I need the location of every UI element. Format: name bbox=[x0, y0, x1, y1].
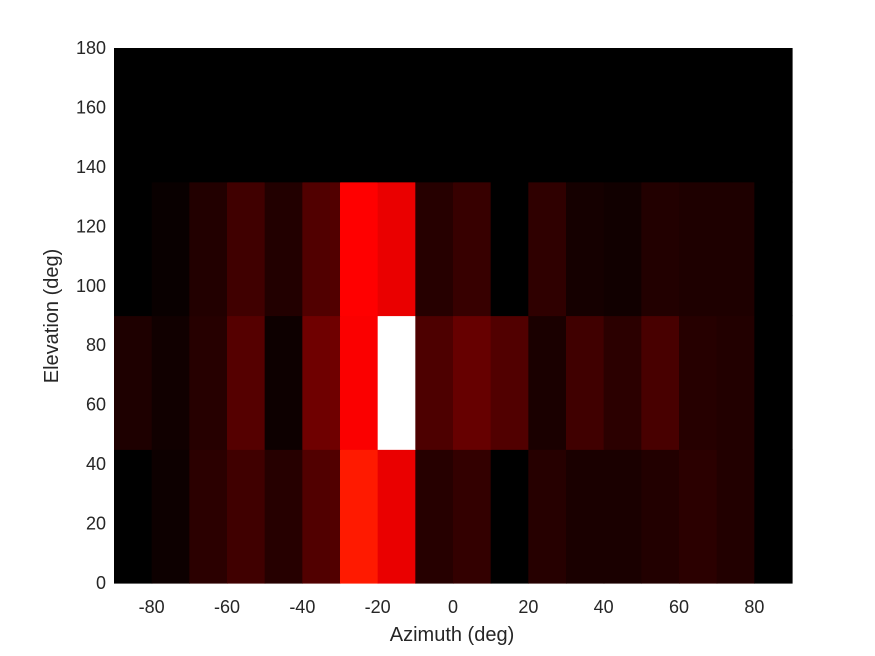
heatmap-cell-r0-c15 bbox=[679, 449, 718, 584]
heatmap-cell-r2-c15 bbox=[679, 181, 718, 317]
x-tick-label: -20 bbox=[365, 597, 391, 617]
heatmap-cells bbox=[114, 48, 793, 584]
heatmap-cell-r1-c7 bbox=[377, 315, 416, 450]
heatmap-cell-r1-c11 bbox=[528, 315, 567, 450]
heatmap-cell-r2-c0 bbox=[114, 181, 153, 317]
heatmap-cell-r1-c12 bbox=[566, 315, 605, 450]
heatmap-cell-r1-c3 bbox=[227, 315, 266, 450]
heatmap-cell-r1-c2 bbox=[189, 315, 228, 450]
heatmap-cell-r2-c8 bbox=[415, 181, 454, 317]
heatmap-cell-r3-c0 bbox=[114, 48, 153, 183]
heatmap-cell-r3-c12 bbox=[566, 48, 605, 183]
heatmap-cell-r2-c2 bbox=[189, 181, 228, 317]
heatmap-cell-r1-c9 bbox=[453, 315, 492, 450]
heatmap-cell-r3-c13 bbox=[603, 48, 642, 183]
y-tick-label: 0 bbox=[96, 573, 106, 593]
heatmap-cell-r3-c10 bbox=[490, 48, 529, 183]
heatmap-cell-r3-c7 bbox=[377, 48, 416, 183]
heatmap-cell-r3-c14 bbox=[641, 48, 680, 183]
y-tick-label: 60 bbox=[86, 395, 106, 415]
heatmap-cell-r2-c11 bbox=[528, 181, 567, 317]
x-tick-label: -40 bbox=[289, 597, 315, 617]
y-tick-label: 160 bbox=[76, 97, 106, 117]
heatmap-cell-r1-c4 bbox=[264, 315, 303, 450]
heatmap-cell-r1-c15 bbox=[679, 315, 718, 450]
heatmap-cell-r0-c2 bbox=[189, 449, 228, 584]
x-tick-label: 60 bbox=[669, 597, 689, 617]
heatmap-cell-r1-c6 bbox=[340, 315, 379, 450]
heatmap-cell-r0-c7 bbox=[377, 449, 416, 584]
heatmap-cell-r2-c4 bbox=[264, 181, 303, 317]
heatmap-cell-r1-c5 bbox=[302, 315, 341, 450]
heatmap-cell-r2-c5 bbox=[302, 181, 341, 317]
y-tick-label: 80 bbox=[86, 335, 106, 355]
heatmap-cell-r3-c15 bbox=[679, 48, 718, 183]
heatmap-cell-r0-c12 bbox=[566, 449, 605, 584]
x-tick-label: -60 bbox=[214, 597, 240, 617]
y-axis-ticks: 0 20 40 60 80 100 120 140 160 180 bbox=[76, 38, 106, 593]
heatmap-cell-r0-c17 bbox=[754, 449, 793, 584]
heatmap-cell-r1-c16 bbox=[716, 315, 755, 450]
x-axis-ticks: -80 -60 -40 -20 0 20 40 60 80 bbox=[139, 597, 765, 617]
heatmap-cell-r1-c10 bbox=[490, 315, 529, 450]
heatmap-cell-r3-c17 bbox=[754, 48, 793, 183]
heatmap-cell-r3-c9 bbox=[453, 48, 492, 183]
heatmap-cell-r0-c8 bbox=[415, 449, 454, 584]
heatmap-cell-r3-c2 bbox=[189, 48, 228, 183]
heatmap-cell-r1-c14 bbox=[641, 315, 680, 450]
heatmap-cell-r3-c3 bbox=[227, 48, 266, 183]
y-tick-label: 180 bbox=[76, 38, 106, 58]
heatmap-cell-r3-c11 bbox=[528, 48, 567, 183]
heatmap-cell-r0-c16 bbox=[716, 449, 755, 584]
heatmap-cell-r2-c7 bbox=[377, 181, 416, 317]
heatmap-cell-r3-c1 bbox=[151, 48, 190, 183]
x-tick-label: 20 bbox=[518, 597, 538, 617]
y-tick-label: 20 bbox=[86, 514, 106, 534]
heatmap-cell-r0-c14 bbox=[641, 449, 680, 584]
y-tick-label: 140 bbox=[76, 157, 106, 177]
heatmap-cell-r2-c1 bbox=[151, 181, 190, 317]
heatmap-cell-r0-c1 bbox=[151, 449, 190, 584]
heatmap-cell-r1-c1 bbox=[151, 315, 190, 450]
heatmap-cell-r0-c3 bbox=[227, 449, 266, 584]
heatmap-cell-r1-c13 bbox=[603, 315, 642, 450]
heatmap-cell-r1-c8 bbox=[415, 315, 454, 450]
y-tick-label: 40 bbox=[86, 454, 106, 474]
y-tick-label: 120 bbox=[76, 216, 106, 236]
heatmap-cell-r2-c17 bbox=[754, 181, 793, 317]
heatmap-cell-r1-c17 bbox=[754, 315, 793, 450]
x-tick-label: 0 bbox=[448, 597, 458, 617]
heatmap-cell-r2-c16 bbox=[716, 181, 755, 317]
x-axis-label: Azimuth (deg) bbox=[390, 624, 515, 646]
heatmap-cell-r0-c9 bbox=[453, 449, 492, 584]
heatmap-cell-r1-c0 bbox=[114, 315, 153, 450]
heatmap-cell-r3-c4 bbox=[264, 48, 303, 183]
heatmap-cell-r0-c0 bbox=[114, 449, 153, 584]
x-tick-label: -80 bbox=[139, 597, 165, 617]
heatmap-cell-r0-c4 bbox=[264, 449, 303, 584]
x-tick-label: 40 bbox=[594, 597, 614, 617]
heatmap-cell-r0-c10 bbox=[490, 449, 529, 584]
heatmap-cell-r2-c13 bbox=[603, 181, 642, 317]
heatmap-cell-r2-c12 bbox=[566, 181, 605, 317]
y-tick-label: 100 bbox=[76, 276, 106, 296]
heatmap-cell-r2-c6 bbox=[340, 181, 379, 317]
y-axis-label: Elevation (deg) bbox=[41, 249, 63, 384]
x-tick-label: 80 bbox=[744, 597, 764, 617]
heatmap-cell-r0-c11 bbox=[528, 449, 567, 584]
heatmap-cell-r2-c14 bbox=[641, 181, 680, 317]
heatmap-cell-r2-c10 bbox=[490, 181, 529, 317]
heatmap-cell-r0-c5 bbox=[302, 449, 341, 584]
heatmap-cell-r3-c16 bbox=[716, 48, 755, 183]
heatmap-cell-r2-c3 bbox=[227, 181, 266, 317]
heatmap-cell-r3-c6 bbox=[340, 48, 379, 183]
heatmap-cell-r3-c8 bbox=[415, 48, 454, 183]
heatmap-cell-r0-c13 bbox=[603, 449, 642, 584]
heatmap-cell-r0-c6 bbox=[340, 449, 379, 584]
heatmap-cell-r3-c5 bbox=[302, 48, 341, 183]
heatmap-cell-r2-c9 bbox=[453, 181, 492, 317]
